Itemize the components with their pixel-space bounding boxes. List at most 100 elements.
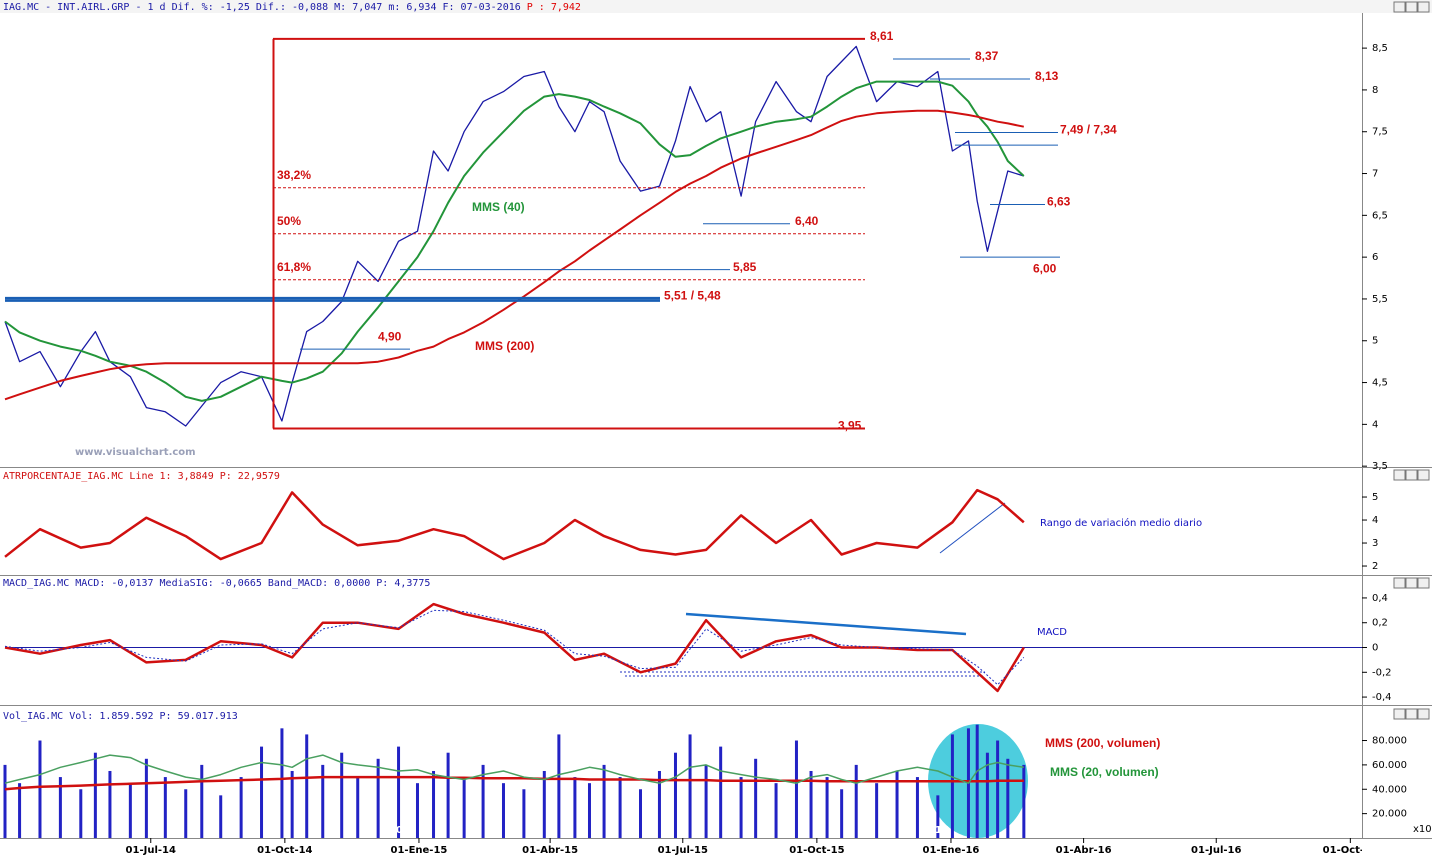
y-tick-label: 40.000 [1372,784,1407,795]
volume-bar [557,734,561,838]
title-bar [0,0,1432,13]
y-tick-label: 20.000 [1372,809,1407,820]
y-tick-label: 5 [1372,336,1378,347]
volume-bar [825,777,829,838]
macd-trendline [685,612,967,636]
x-tick-label: 01-Jul-14 [126,845,176,856]
series-line [4,488,1025,561]
volume-bar [38,740,42,838]
fib-label: 38,2% [277,168,311,182]
window-buttons[interactable] [1393,1,1430,720]
volume-bar [854,764,858,838]
volume-bar [774,783,778,838]
volume-bar [688,734,692,838]
volume-bar [481,764,485,838]
year-label: 2016 [921,825,949,836]
year-label: 2015 [389,825,417,836]
y-tick-label: 5 [1372,492,1378,503]
volume-bar [657,770,661,838]
y-tick-label: 4 [1372,419,1378,430]
volume-bar [144,758,148,838]
panel-title: Vol_IAG.MC Vol: 1.859.592 P: 59.017.913 [3,711,238,722]
volume-bar [895,770,899,838]
volume-bar [184,789,188,838]
level-label: 5,51 / 5,48 [664,288,721,302]
volume-bar [200,764,204,838]
level-label: 3,95 [838,419,862,433]
volume-bar [639,789,643,838]
y-tick-label: 0 [1372,643,1378,654]
volume-bar [522,789,526,838]
volume-bar [587,783,591,838]
x-tick-label: 01-Jul-15 [658,845,708,856]
legend-entry: MMS (200, volumen) [1045,736,1160,750]
level-label: 6,00 [1033,261,1057,275]
volume-bar [239,777,243,838]
y-tick-label: 2 [1372,561,1378,572]
atr-trendline [939,502,1006,554]
volume-bar [840,789,844,838]
volume-bar [58,777,62,838]
y-tick-label: 8 [1372,85,1378,96]
level-label: 6,40 [795,214,819,228]
x-tick-label: 01-Oct-14 [257,845,312,856]
volume-bar [397,746,401,838]
level-label: 4,90 [378,329,402,343]
volume-bar [446,752,450,838]
volume-bar [356,777,360,838]
x-tick-label: 01-Oct-16 [1323,845,1378,856]
annotation: Rango de variación medio diario [1040,517,1202,529]
volume-bar [340,752,344,838]
y-tick-label: 4,5 [1372,378,1388,389]
y-tick-label: 6,5 [1372,210,1388,221]
level-label: 8,13 [1035,69,1059,83]
y-tick-label: 4 [1372,515,1378,526]
volume-bar [950,734,954,838]
y-tick-label: 0,2 [1372,618,1388,629]
panel-title: MACD_IAG.MC MACD: -0,0137 MediaSIG: -0,0… [3,578,430,589]
volume-bar [985,752,989,838]
series-label: MMS (200) [475,339,534,353]
y-tick-label: 6 [1372,252,1378,263]
volume-bar [321,764,325,838]
volume-bar [305,734,309,838]
volume-bar [754,758,758,838]
y-tick-label: 7,5 [1372,127,1388,138]
level-label: 8,61 [870,29,894,43]
volume-bar [936,795,940,838]
volume-bar [79,789,83,838]
x-tick-label: 01-Ene-16 [923,845,980,856]
level-label: 6,63 [1047,195,1071,209]
volume-bar [290,770,294,838]
volume-bar [415,783,419,838]
volume-bar [501,783,505,838]
level-label: 7,49 / 7,34 [1060,123,1117,137]
volume-bar [618,777,622,838]
annotation: MACD [1037,627,1067,638]
volume-bar [163,777,167,838]
series-line [4,109,1025,401]
series-line [4,609,1025,686]
header-text: IAG.MC - INT.AIRL.GRP - 1 d Dif. %: -1,2… [3,2,521,13]
series-line [4,80,1025,402]
volume-bar [739,777,743,838]
y-tick-label: 0,4 [1372,593,1388,604]
level-label: 8,37 [975,49,999,63]
volume-bar [260,746,264,838]
volume-bar [875,783,879,838]
volume-bar [794,740,798,838]
x-tick-label: 01-Abr-16 [1056,845,1112,856]
header-last: P : 7,942 [527,2,581,13]
legend-entry: MMS (20, volumen) [1050,765,1159,779]
plot-area: 01-Jul-14 01-Oct-14 01-Ene-15 01-Abr-15 01-J… [3,37,1378,856]
series-line [4,602,1025,693]
y-tick-label: -0,2 [1372,667,1392,678]
series-line [4,45,1024,427]
volume-bar [673,752,677,838]
series-label: MMS (40) [472,200,525,214]
volume-bar [3,764,7,838]
series-line [4,754,1024,784]
volume-bar [280,728,284,838]
volume-bar [18,783,22,838]
y-tick-label: 7 [1372,169,1378,180]
